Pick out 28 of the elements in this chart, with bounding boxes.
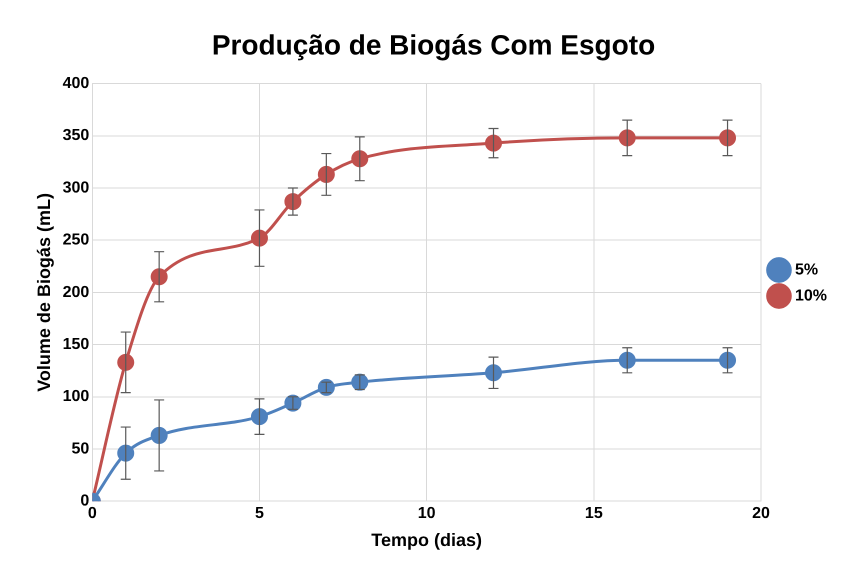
point bbox=[250, 230, 268, 247]
x-tick-label: 5 bbox=[255, 505, 264, 522]
y-tick-label: 100 bbox=[62, 388, 90, 406]
point bbox=[351, 374, 368, 391]
point bbox=[284, 193, 302, 210]
point bbox=[485, 134, 502, 152]
y-axis-title: Volume de Biogás (mL) bbox=[34, 193, 54, 392]
y-tick-label: 200 bbox=[62, 284, 90, 301]
y-tick-label: 300 bbox=[62, 179, 90, 196]
y-tick-label: 350 bbox=[62, 127, 90, 144]
point bbox=[318, 378, 335, 396]
x-tick-label: 10 bbox=[418, 505, 436, 522]
point bbox=[284, 394, 302, 412]
point bbox=[485, 364, 502, 382]
x-tick-label: 20 bbox=[752, 505, 770, 522]
point bbox=[250, 408, 268, 426]
legend-label: 10% bbox=[794, 287, 828, 304]
y-tick-label: 0 bbox=[80, 492, 90, 510]
x-tick-label: 15 bbox=[584, 505, 603, 522]
point bbox=[719, 129, 736, 146]
y-tick-label: 150 bbox=[62, 336, 90, 354]
x-axis-title: Tempo (dias) bbox=[371, 530, 482, 550]
legend-label: 5% bbox=[794, 261, 818, 278]
chart-title: Produção de Biogás Com Esgoto bbox=[212, 30, 656, 61]
y-tick-label: 400 bbox=[62, 75, 90, 92]
y-tick-label: 250 bbox=[62, 232, 90, 249]
y-tick-label: 50 bbox=[72, 440, 90, 458]
point bbox=[719, 352, 736, 369]
